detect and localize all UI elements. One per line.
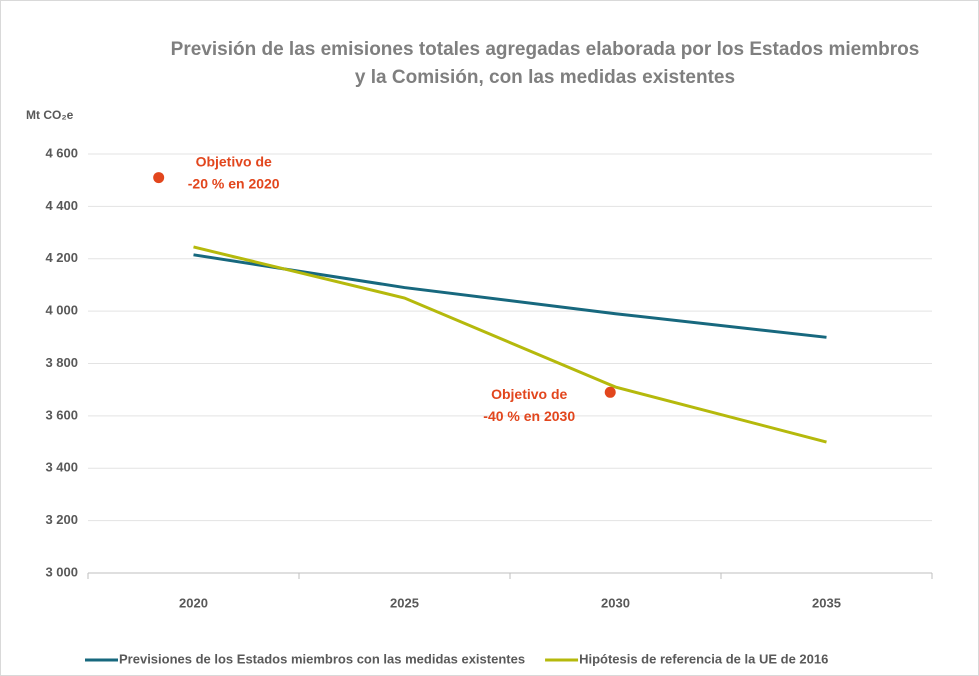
chart-title: Previsión de las emisiones totales agreg… bbox=[171, 39, 920, 60]
series-line bbox=[193, 245, 827, 444]
y-tick-label: 3 000 bbox=[45, 564, 78, 579]
target-dot bbox=[153, 172, 165, 184]
y-axis-label: Mt CO₂e bbox=[26, 108, 74, 122]
y-tick-label: 3 400 bbox=[45, 460, 78, 475]
y-tick-label: 4 000 bbox=[45, 303, 78, 318]
target-dot bbox=[604, 386, 616, 398]
y-tick-label: 4 200 bbox=[45, 250, 78, 265]
x-tick-label: 2030 bbox=[601, 595, 630, 610]
annotation: Objetivo de bbox=[196, 153, 272, 169]
legend-label: Hipótesis de referencia de la UE de 2016 bbox=[579, 651, 828, 666]
y-tick-label: 3 800 bbox=[45, 355, 78, 370]
chart-title: y la Comisión, con las medidas existente… bbox=[355, 67, 735, 88]
y-tick-label: 3 200 bbox=[45, 512, 78, 527]
y-tick-label: 4 600 bbox=[45, 145, 78, 160]
x-tick-label: 2025 bbox=[390, 595, 419, 610]
annotation: -20 % en 2020 bbox=[188, 175, 280, 191]
annotation: -40 % en 2030 bbox=[483, 408, 575, 424]
y-tick-label: 4 400 bbox=[45, 198, 78, 213]
x-tick-label: 2020 bbox=[179, 595, 208, 610]
y-tick-label: 3 600 bbox=[45, 407, 78, 422]
x-tick-label: 2035 bbox=[812, 595, 841, 610]
annotation: Objetivo de bbox=[491, 386, 567, 402]
legend-label: Previsiones de los Estados miembros con … bbox=[119, 651, 525, 666]
